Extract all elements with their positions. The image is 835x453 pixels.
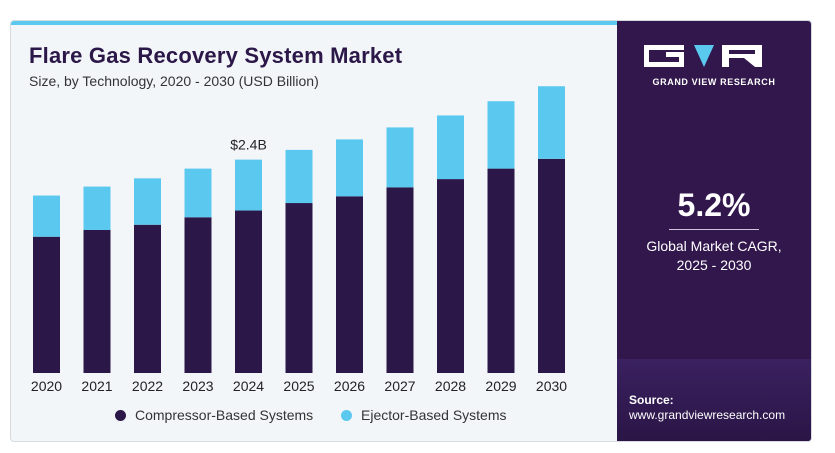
bar-2020-ejector: [33, 195, 60, 237]
bar-2028-compressor: [437, 179, 464, 373]
bar-2020-compressor: [33, 236, 60, 373]
legend-label-ejector: Ejector-Based Systems: [361, 407, 507, 423]
bar-2027-compressor: [386, 187, 414, 373]
brand-logo-icon: [644, 45, 762, 67]
chart-card: Flare Gas Recovery System Market Size, b…: [10, 20, 812, 442]
brand-name: GRAND VIEW RESEARCH: [652, 77, 776, 87]
bar-chart: 2020 2021 2022 2023 2024 $2.4B 2025 2026 2027 202…: [31, 86, 567, 394]
cagr-value: 5.2%: [677, 187, 751, 223]
legend-swatch-ejector: [341, 409, 352, 421]
cagr-label-line2: 2025 - 2030: [676, 257, 752, 273]
x-tick-2029: 2029: [485, 378, 516, 394]
bar-2024-compressor: [235, 210, 262, 373]
x-tick-2025: 2025: [283, 378, 314, 394]
x-tick-2020: 2020: [31, 378, 62, 394]
bar-2026-ejector: [336, 139, 363, 197]
bar-2022-ejector: [134, 178, 161, 225]
bar-2025-compressor: [285, 203, 313, 373]
source-label: Source:: [629, 393, 674, 407]
bar-2030-ejector: [538, 86, 565, 159]
x-tick-2022: 2022: [132, 378, 163, 394]
bar-2024-ejector: [235, 159, 262, 211]
x-tick-2024: 2024: [233, 378, 264, 394]
cagr-divider: [669, 229, 759, 230]
legend-label-compressor: Compressor-Based Systems: [135, 407, 314, 423]
x-tick-2028: 2028: [435, 378, 466, 394]
bar-2026-compressor: [336, 196, 363, 373]
bar-2029-ejector: [487, 101, 515, 169]
x-tick-2023: 2023: [182, 378, 213, 394]
chart-title: Flare Gas Recovery System Market: [29, 43, 403, 68]
bar-2030-compressor: [538, 158, 565, 373]
bar-2025-ejector: [285, 149, 313, 204]
cagr-label-line1: Global Market CAGR,: [646, 238, 782, 254]
bar-2027-ejector: [386, 127, 414, 188]
bar-2028-ejector: [437, 115, 464, 180]
x-tick-2026: 2026: [334, 378, 365, 394]
accent-bar: [11, 21, 617, 25]
x-tick-2030: 2030: [536, 378, 567, 394]
x-tick-2021: 2021: [81, 378, 112, 394]
legend-item-ejector: Ejector-Based Systems: [341, 407, 507, 423]
bar-2029-compressor: [487, 168, 515, 373]
cagr-label: Global Market CAGR, 2025 - 2030: [617, 237, 811, 275]
bar-2021-ejector: [83, 186, 111, 230]
bar-2023-compressor: [184, 217, 212, 373]
annotation-2024: $2.4B: [230, 137, 267, 153]
bar-2021-compressor: [83, 229, 111, 373]
bar-2023-ejector: [184, 168, 212, 218]
sidebar-panel: GRAND VIEW RESEARCH 5.2% Global Market C…: [617, 21, 811, 441]
legend-item-compressor: Compressor-Based Systems: [115, 407, 313, 423]
source-background: [617, 359, 811, 441]
bar-2022-compressor: [134, 224, 161, 373]
x-tick-2027: 2027: [384, 378, 415, 394]
legend-swatch-compressor: [115, 409, 126, 421]
source-url[interactable]: www.grandviewresearch.com: [629, 408, 786, 422]
chart-subtitle: Size, by Technology, 2020 - 2030 (USD Bi…: [29, 73, 319, 89]
